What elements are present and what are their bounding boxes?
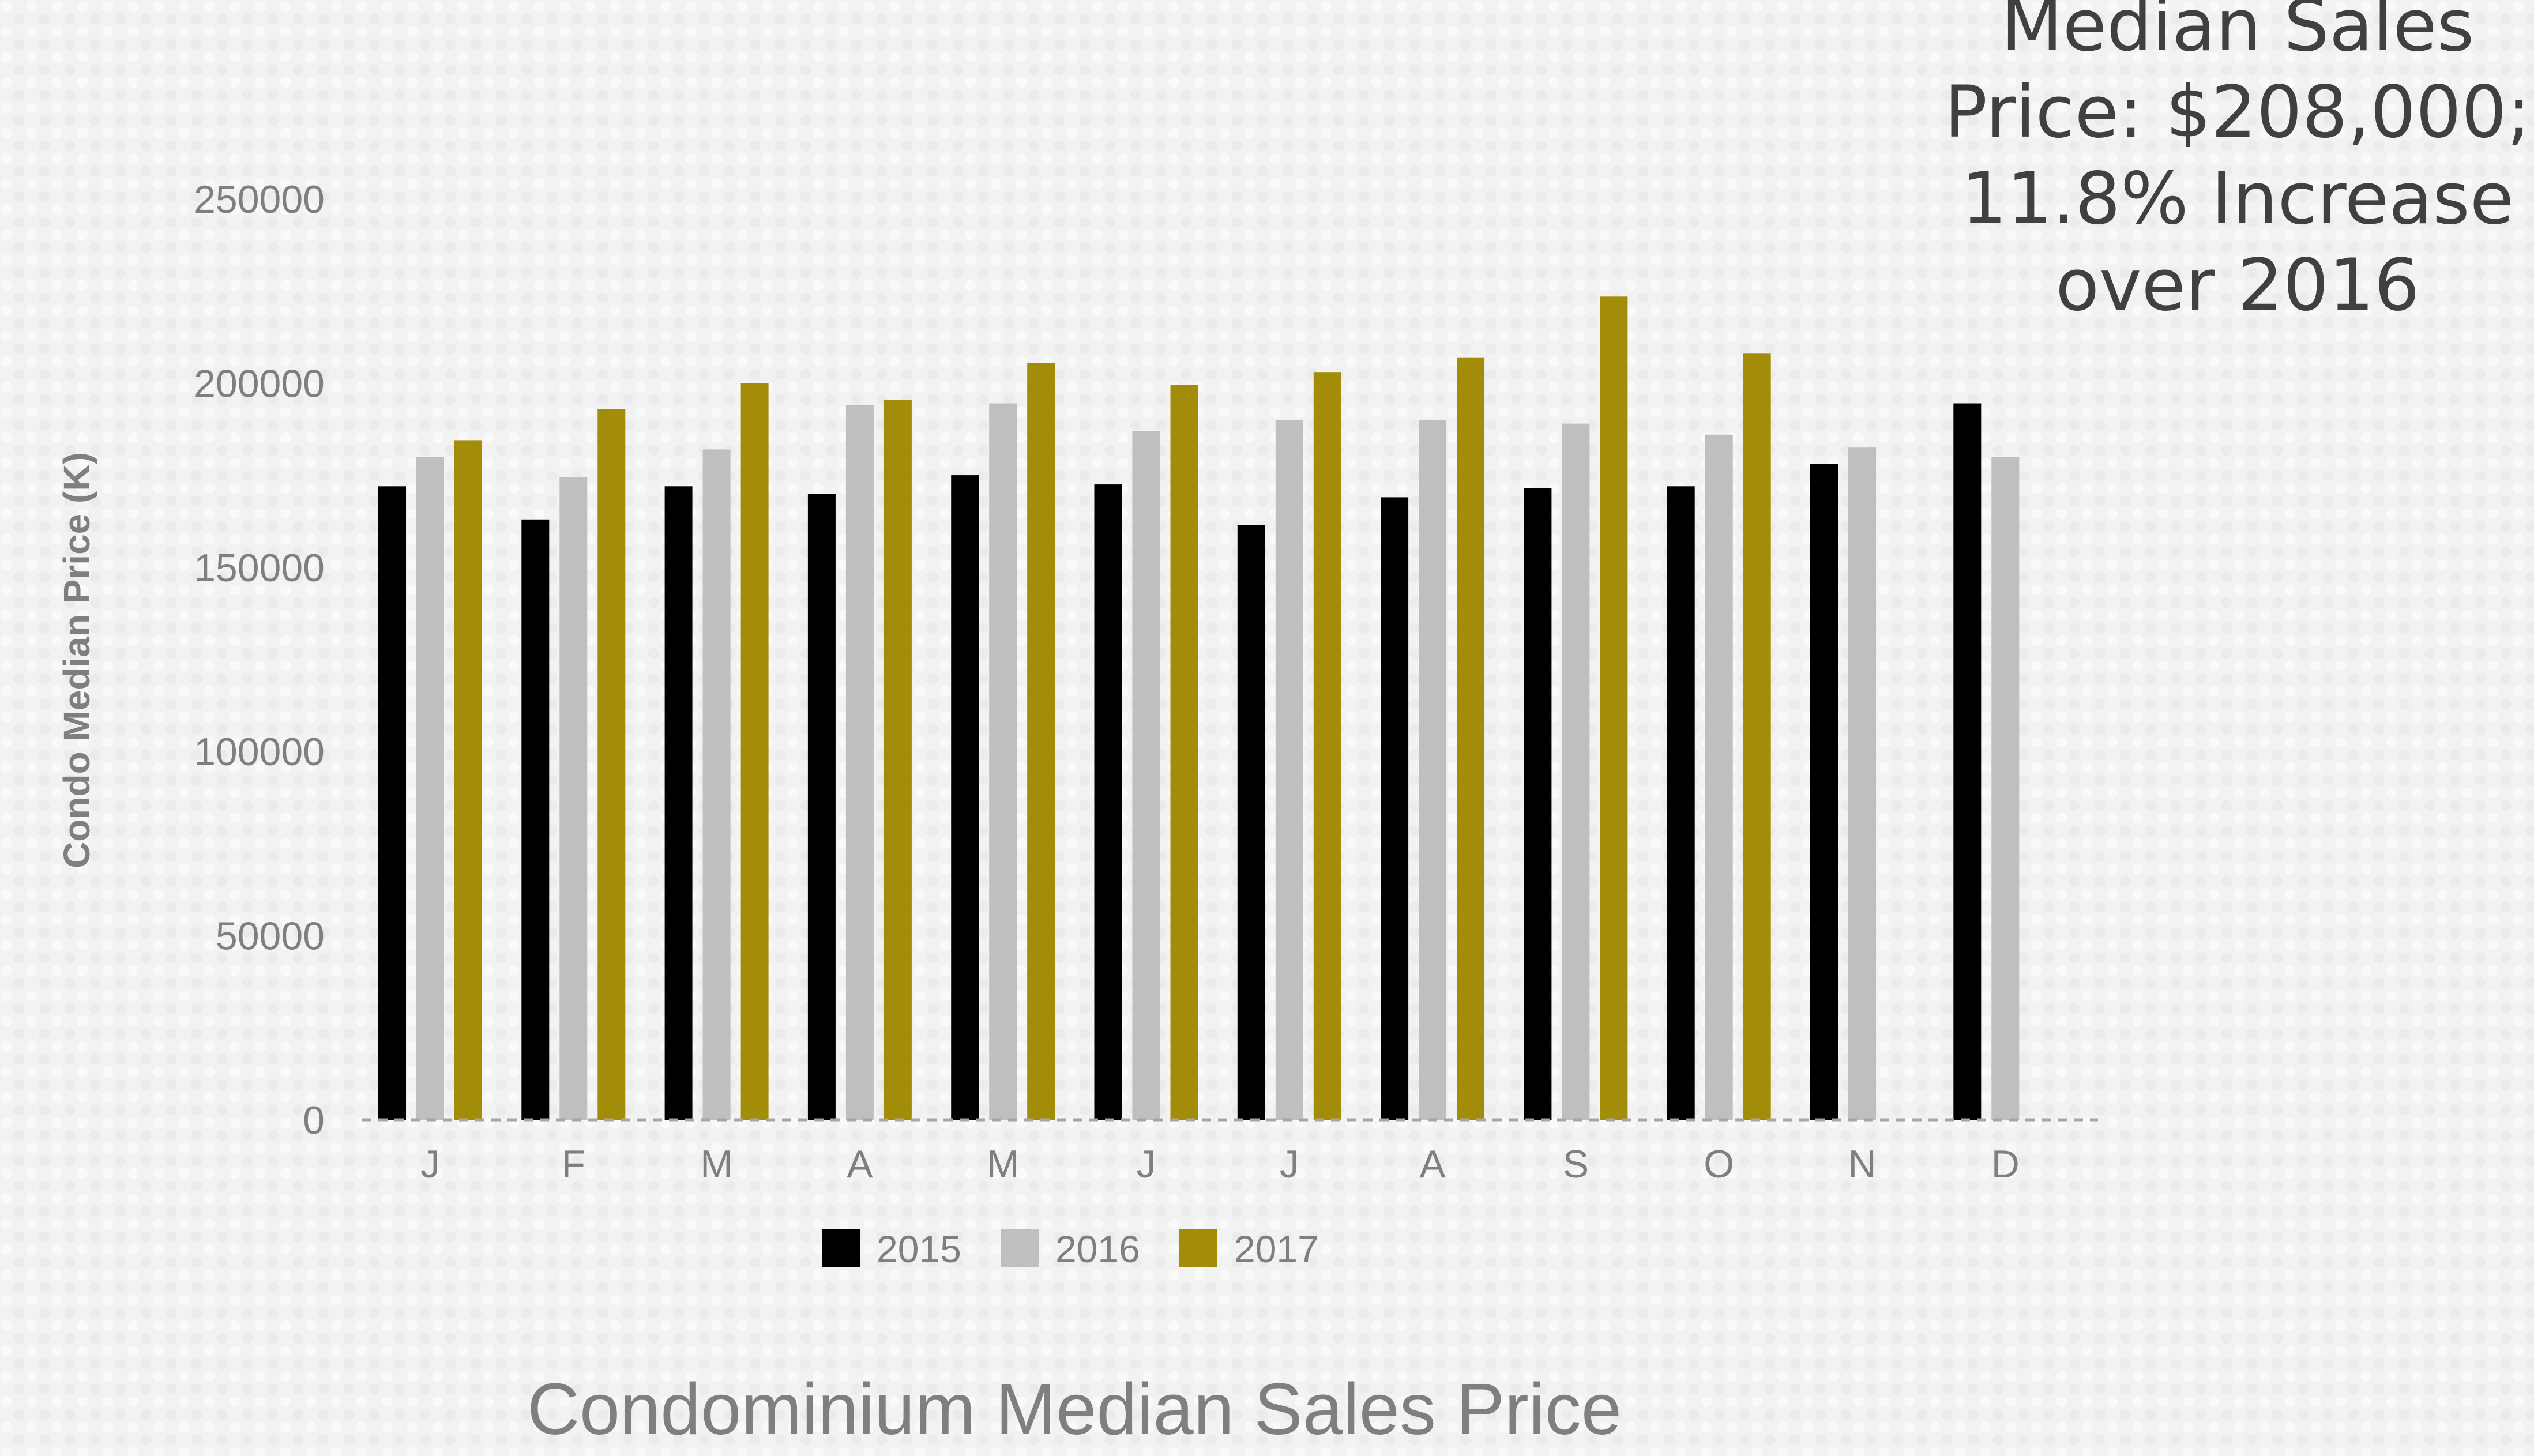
bar-2017-s-8 (1600, 296, 1628, 1120)
chart-title: Condominium Median Sales Price (527, 1368, 1622, 1450)
bar-2015-j-5 (1094, 484, 1122, 1120)
y-tick-label-4: 200000 (194, 362, 325, 405)
bar-2015-s-8 (1524, 488, 1552, 1120)
bar-2015-m-4 (951, 475, 979, 1120)
median-price-annotation: Median Sales Price: $208,000; 11.8% Incr… (1944, 0, 2531, 327)
x-tick-label-7: A (1419, 1142, 1446, 1186)
y-axis-label: Condo Median Price (K) (56, 452, 97, 868)
bar-2016-j-0 (416, 457, 444, 1120)
bar-2015-d-11 (1953, 403, 1982, 1120)
legend-swatch-2016 (1001, 1229, 1039, 1267)
x-tick-label-8: S (1563, 1142, 1589, 1186)
bar-2017-o-9 (1743, 353, 1771, 1120)
x-tick-label-5: J (1137, 1142, 1156, 1186)
bar-2016-m-2 (702, 449, 731, 1120)
x-tick-label-3: A (847, 1142, 873, 1186)
bar-2015-m-2 (664, 486, 693, 1120)
bar-2016-j-6 (1275, 420, 1303, 1120)
y-tick-label-2: 100000 (194, 730, 325, 774)
bar-2016-f-1 (559, 477, 588, 1120)
x-tick-label-6: J (1280, 1142, 1299, 1186)
bar-2016-a-7 (1419, 420, 1447, 1120)
bar-2015-a-3 (807, 494, 836, 1120)
bar-2015-f-1 (521, 519, 550, 1120)
bar-2015-n-10 (1810, 464, 1838, 1120)
x-tick-label-11: D (1991, 1142, 2020, 1186)
x-tick-label-0: J (420, 1142, 440, 1186)
x-tick-label-1: F (562, 1142, 586, 1186)
bar-2016-d-11 (1991, 457, 2020, 1120)
bar-2017-j-5 (1170, 385, 1198, 1120)
y-tick-label-0: 0 (303, 1098, 325, 1142)
bar-2015-j-0 (378, 486, 406, 1120)
bar-2016-m-4 (989, 403, 1017, 1120)
y-tick-label-1: 50000 (216, 915, 325, 958)
x-tick-label-2: M (700, 1142, 733, 1186)
bar-2017-m-4 (1027, 363, 1055, 1120)
y-tick-label-5: 250000 (194, 178, 325, 221)
bar-2017-f-1 (597, 409, 626, 1120)
bar-2017-m-2 (740, 383, 769, 1120)
legend-label-2017: 2017 (1234, 1228, 1319, 1270)
y-tick-label-3: 150000 (194, 546, 325, 590)
legend: 2015 2016 2017 (822, 1228, 1319, 1270)
legend-label-2016: 2016 (1055, 1228, 1140, 1270)
legend-label-2015: 2015 (877, 1228, 961, 1270)
bar-2016-j-5 (1132, 431, 1160, 1120)
bar-2017-j-0 (454, 440, 482, 1120)
bar-2015-o-9 (1667, 486, 1695, 1120)
bar-2017-a-7 (1457, 357, 1485, 1120)
bar-2016-n-10 (1848, 447, 1876, 1120)
bar-2017-a-3 (883, 400, 912, 1120)
bar-2016-o-9 (1705, 434, 1733, 1120)
bar-2015-a-7 (1381, 497, 1409, 1120)
y-tick-labels: 0 50000 100000 150000 200000 250000 (194, 178, 325, 1142)
x-tick-label-4: M (987, 1142, 1020, 1186)
x-tick-label-10: N (1848, 1142, 1876, 1186)
bar-2017-j-6 (1313, 372, 1341, 1120)
bars-layer (378, 296, 2020, 1120)
x-tick-label-9: O (1704, 1142, 1734, 1186)
bar-2016-a-3 (845, 405, 874, 1120)
legend-swatch-2015 (822, 1229, 860, 1267)
bar-2015-j-6 (1237, 525, 1265, 1120)
bar-2016-s-8 (1562, 423, 1590, 1120)
legend-swatch-2017 (1179, 1229, 1217, 1267)
